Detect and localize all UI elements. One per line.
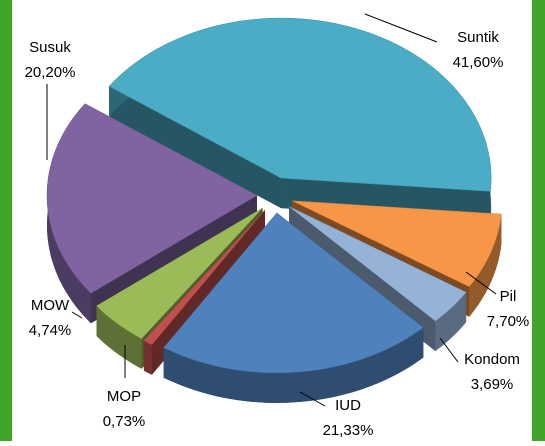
category-label: IUD bbox=[335, 397, 361, 414]
leader-line bbox=[439, 337, 459, 363]
category-label: Kondom bbox=[464, 351, 520, 368]
value-label: 3,69% bbox=[471, 376, 514, 393]
value-label: 4,74% bbox=[29, 322, 72, 339]
slice bbox=[143, 209, 266, 346]
value-label: 7,70% bbox=[487, 313, 530, 330]
value-label: 21,33% bbox=[323, 422, 374, 439]
slice-side bbox=[143, 209, 265, 371]
value-label: 41,60% bbox=[453, 54, 504, 71]
slice bbox=[46, 103, 258, 294]
category-label: MOP bbox=[107, 388, 141, 405]
category-label: Pil bbox=[500, 288, 517, 305]
slice-side bbox=[435, 292, 467, 351]
slice bbox=[163, 212, 424, 374]
value-label: 0,73% bbox=[103, 413, 146, 430]
leader-line bbox=[364, 13, 438, 43]
leader-line bbox=[71, 311, 83, 319]
slice-side bbox=[163, 327, 424, 403]
slice-side bbox=[96, 305, 142, 369]
leader-line bbox=[299, 391, 326, 407]
slice-side bbox=[469, 214, 502, 317]
leader-line bbox=[465, 271, 497, 295]
slice bbox=[288, 206, 467, 322]
category-label: MOW bbox=[31, 297, 70, 314]
slice bbox=[108, 17, 492, 192]
slice-side bbox=[109, 86, 282, 209]
category-label: Susuk bbox=[29, 39, 71, 56]
slice bbox=[96, 207, 263, 340]
slice-side bbox=[143, 340, 152, 375]
value-label: 20,20% bbox=[25, 64, 76, 81]
category-label: Suntik bbox=[457, 29, 499, 46]
